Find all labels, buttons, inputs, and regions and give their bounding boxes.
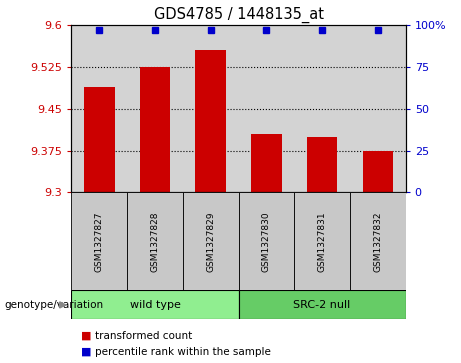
Bar bbox=[183, 192, 238, 290]
Text: ■: ■ bbox=[81, 347, 91, 357]
Text: percentile rank within the sample: percentile rank within the sample bbox=[95, 347, 271, 357]
Bar bbox=[307, 137, 337, 192]
Bar bbox=[140, 67, 170, 192]
Text: GSM1327827: GSM1327827 bbox=[95, 211, 104, 272]
Bar bbox=[238, 290, 406, 319]
Text: GSM1327831: GSM1327831 bbox=[318, 211, 327, 272]
Bar bbox=[127, 192, 183, 290]
Text: wild type: wild type bbox=[130, 300, 180, 310]
Bar bbox=[84, 87, 115, 192]
Bar bbox=[238, 192, 294, 290]
Title: GDS4785 / 1448135_at: GDS4785 / 1448135_at bbox=[154, 7, 324, 23]
Bar bbox=[195, 50, 226, 192]
Text: GSM1327828: GSM1327828 bbox=[150, 211, 160, 272]
Text: SRC-2 null: SRC-2 null bbox=[294, 300, 351, 310]
Text: ■: ■ bbox=[81, 331, 91, 341]
Text: genotype/variation: genotype/variation bbox=[5, 300, 104, 310]
Text: transformed count: transformed count bbox=[95, 331, 192, 341]
Text: GSM1327830: GSM1327830 bbox=[262, 211, 271, 272]
Bar bbox=[251, 134, 282, 192]
Text: GSM1327832: GSM1327832 bbox=[373, 211, 382, 272]
Bar bbox=[350, 192, 406, 290]
Text: GSM1327829: GSM1327829 bbox=[206, 211, 215, 272]
Bar bbox=[294, 192, 350, 290]
Bar bbox=[362, 151, 393, 192]
Bar bbox=[71, 290, 239, 319]
Bar bbox=[71, 192, 127, 290]
